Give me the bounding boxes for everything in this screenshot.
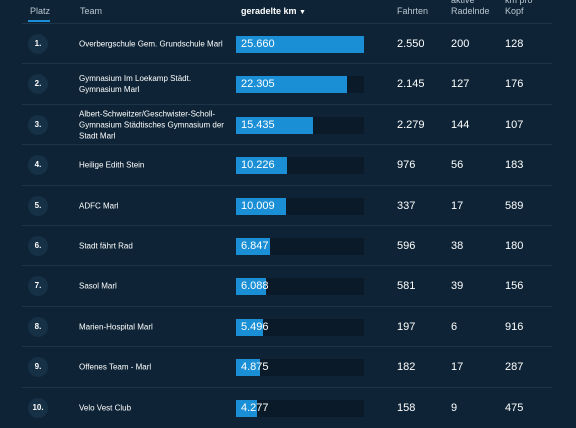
- km-bar: [236, 399, 258, 417]
- km-per-head: 475: [505, 401, 524, 414]
- km-bar: [236, 76, 348, 94]
- rank-badge: 6.: [28, 236, 48, 256]
- rides: 2.550: [397, 38, 425, 50]
- km-bar: [236, 318, 264, 336]
- km-bar: [236, 278, 267, 296]
- km-per-head: 176: [505, 78, 524, 91]
- table-row: 8. Marien-Hospital Marl 5.496 197 6 916: [22, 305, 552, 347]
- km-label: 25.660: [241, 38, 275, 50]
- active-riders: 39: [451, 280, 464, 293]
- km-label: 6.088: [241, 280, 269, 293]
- km-bar: [236, 197, 286, 215]
- km-header-text: geradelte km: [241, 6, 297, 16]
- rank-badge: 7.: [28, 276, 48, 297]
- table-row: 4. Heilige Edith Stein 10.226 976 56 183: [22, 144, 552, 185]
- rank-badge: 9.: [28, 357, 48, 378]
- km-label: 10.009: [241, 199, 275, 212]
- sort-arrow: ▼: [299, 9, 306, 16]
- km-bar: [236, 359, 261, 377]
- active-header[interactable]: aktive Radelnde: [451, 0, 490, 16]
- team-name: Gymnasium Im Loekamp Städt. Gymnasium Ma…: [79, 74, 192, 95]
- km-label: 4.875: [241, 361, 269, 374]
- km-label: 22.305: [241, 78, 275, 91]
- team-name: Marien-Hospital Marl: [79, 322, 153, 332]
- active-riders: 38: [451, 240, 464, 252]
- rides: 197: [397, 320, 416, 333]
- table-row: 9. Offenes Team - Marl 4.875 182 17 287: [22, 346, 552, 387]
- km-bar: [236, 157, 287, 175]
- bar-track: [236, 359, 364, 377]
- table-row: 5. ADFC Marl 10.009 337 17 589: [22, 184, 552, 226]
- active-riders: 200: [451, 38, 470, 50]
- rank-badge: 2.: [28, 74, 48, 95]
- team-name: Offenes Team - Marl: [79, 362, 152, 372]
- rank-badge: 4.: [28, 155, 48, 176]
- active-riders: 9: [451, 401, 458, 414]
- table-row: 1. Overbergschule Gem. Grundschule Marl 25…: [22, 23, 552, 64]
- km-header[interactable]: geradelte km ▼: [241, 6, 306, 16]
- rides: 337: [397, 199, 416, 212]
- km-per-head: 589: [505, 199, 524, 212]
- km-bar: [236, 36, 364, 53]
- km-label: 4.277: [241, 401, 269, 414]
- km-per-head: 107: [505, 118, 524, 131]
- km-label: 10.226: [241, 159, 275, 172]
- team-name: ADFC Marl: [79, 201, 119, 211]
- rank-badge: 10.: [28, 397, 48, 418]
- active-tab-underline: [28, 20, 50, 22]
- rank-badge: 3.: [28, 114, 48, 135]
- table-row: 3. Albert-Schweitzer/Geschwister-Scholl- …: [22, 103, 552, 145]
- team-name: Albert-Schweitzer/Geschwister-Scholl- Gy…: [79, 109, 224, 141]
- table-row: 6. Stadt fährt Rad 6.847 596 38 180: [22, 225, 552, 266]
- km-per-head: 180: [505, 240, 524, 252]
- rides: 976: [397, 159, 416, 172]
- active-riders: 17: [451, 361, 464, 374]
- km-per-head: 128: [505, 38, 524, 50]
- km-label: 15.435: [241, 118, 275, 131]
- per-head-header[interactable]: km pro Kopf: [505, 0, 533, 16]
- active-riders: 56: [451, 159, 464, 172]
- team-name: Stadt fährt Rad: [79, 241, 133, 251]
- table-row: 2. Gymnasium Im Loekamp Städt. Gymnasium …: [22, 63, 552, 104]
- table-row: 10. Velo Vest Club 4.277 158 9 475: [22, 386, 552, 428]
- km-bar: [236, 238, 271, 255]
- bar-track: [236, 278, 364, 296]
- active-riders: 17: [451, 199, 464, 212]
- rank-badge: 5.: [28, 195, 48, 216]
- km-per-head: 183: [505, 159, 524, 172]
- team-name: Heilige Edith Stein: [79, 160, 145, 170]
- rides-header[interactable]: Fahrten: [397, 6, 429, 16]
- rides: 2.279: [397, 118, 425, 131]
- team-name: Overbergschule Gem. Grundschule Marl: [79, 39, 223, 49]
- km-bar: [236, 116, 313, 134]
- rides: 596: [397, 240, 416, 252]
- active-riders: 127: [451, 78, 470, 91]
- bar-track: [236, 318, 364, 336]
- team-header[interactable]: Team: [80, 6, 103, 16]
- table-row: 7. Sasol Marl 6.088 581 39 156: [22, 265, 552, 306]
- bar-track: [236, 399, 364, 417]
- km-per-head: 156: [505, 280, 524, 293]
- active-riders: 6: [451, 320, 458, 333]
- rank-badge: 8.: [28, 316, 48, 337]
- rank-header[interactable]: Platz: [30, 6, 51, 16]
- km-label: 6.847: [241, 240, 269, 252]
- active-riders: 144: [451, 118, 470, 131]
- rides: 182: [397, 361, 416, 374]
- km-per-head: 287: [505, 361, 524, 374]
- km-label: 5.496: [241, 320, 269, 333]
- rides: 2.145: [397, 78, 425, 91]
- rides: 158: [397, 401, 416, 414]
- rank-badge: 1.: [28, 34, 48, 54]
- team-name: Velo Vest Club: [79, 403, 132, 413]
- rides: 581: [397, 280, 416, 293]
- page: Platz Team geradelte km ▼ Fahrten aktive…: [22, 0, 552, 418]
- team-name: Sasol Marl: [79, 281, 117, 291]
- km-per-head: 916: [505, 320, 524, 333]
